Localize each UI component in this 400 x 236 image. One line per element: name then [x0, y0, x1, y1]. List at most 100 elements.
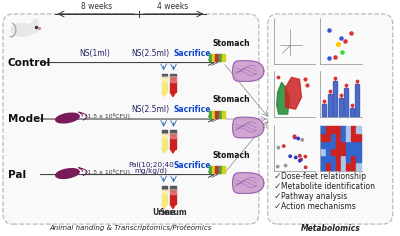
- Bar: [321, 163, 326, 170]
- Bar: [351, 163, 356, 170]
- Bar: [328, 94, 332, 116]
- Bar: [162, 130, 167, 133]
- Bar: [344, 88, 348, 116]
- Text: Stomach: Stomach: [212, 151, 250, 160]
- Polygon shape: [162, 92, 167, 97]
- Bar: [351, 155, 356, 162]
- Bar: [336, 155, 341, 162]
- Bar: [162, 130, 167, 133]
- Point: [36, 26, 42, 30]
- Point: [274, 165, 281, 169]
- Bar: [326, 155, 331, 162]
- Bar: [321, 141, 326, 148]
- Bar: [356, 155, 361, 162]
- Ellipse shape: [33, 19, 38, 24]
- Bar: [326, 126, 331, 133]
- Text: Metabolite identification: Metabolite identification: [281, 182, 375, 191]
- Bar: [162, 133, 167, 149]
- Text: (1.5 x 10⁸CFU): (1.5 x 10⁸CFU): [85, 169, 130, 175]
- Bar: [341, 133, 346, 140]
- Bar: [351, 148, 356, 155]
- Bar: [170, 186, 176, 189]
- Bar: [222, 110, 225, 118]
- Bar: [320, 18, 362, 63]
- Text: Stomach: Stomach: [212, 39, 250, 48]
- Bar: [222, 166, 225, 173]
- Text: ✓: ✓: [274, 192, 281, 201]
- Polygon shape: [170, 204, 176, 209]
- Bar: [170, 189, 176, 194]
- Bar: [320, 125, 362, 171]
- Bar: [346, 163, 351, 170]
- Bar: [346, 126, 351, 133]
- Ellipse shape: [11, 23, 33, 36]
- Point: [287, 154, 293, 158]
- Text: Action mechanisms: Action mechanisms: [281, 202, 355, 211]
- Polygon shape: [233, 61, 264, 81]
- Point: [332, 55, 338, 59]
- Bar: [218, 54, 222, 61]
- Text: Pal: Pal: [8, 169, 26, 180]
- Point: [292, 156, 299, 159]
- Point: [296, 159, 303, 163]
- Ellipse shape: [28, 23, 39, 33]
- Bar: [336, 148, 341, 155]
- Bar: [341, 141, 346, 148]
- Text: Sacrifice: Sacrifice: [174, 105, 211, 114]
- Bar: [336, 126, 341, 133]
- Text: Model: Model: [8, 114, 44, 124]
- Bar: [170, 74, 176, 76]
- Bar: [209, 110, 225, 118]
- Bar: [162, 186, 167, 189]
- Point: [280, 144, 287, 148]
- Text: Sacrifice: Sacrifice: [174, 49, 211, 58]
- FancyBboxPatch shape: [3, 14, 259, 224]
- Bar: [336, 141, 341, 148]
- FancyBboxPatch shape: [268, 14, 393, 224]
- Bar: [162, 189, 167, 194]
- Bar: [346, 155, 351, 162]
- Bar: [331, 148, 336, 155]
- Text: Pathway analysis: Pathway analysis: [281, 192, 347, 201]
- Bar: [162, 76, 167, 82]
- Bar: [209, 54, 225, 61]
- Text: NS(2.5ml): NS(2.5ml): [132, 105, 170, 114]
- Text: NS(2.5ml): NS(2.5ml): [132, 49, 170, 58]
- Bar: [222, 54, 225, 61]
- Polygon shape: [233, 117, 264, 138]
- Text: Sacrifice: Sacrifice: [174, 160, 211, 170]
- Text: Metabolomics: Metabolomics: [300, 223, 360, 232]
- Point: [304, 84, 311, 87]
- Bar: [333, 81, 337, 116]
- Bar: [209, 110, 212, 118]
- Polygon shape: [286, 77, 302, 109]
- Bar: [162, 133, 167, 138]
- Text: Control: Control: [8, 58, 51, 67]
- Polygon shape: [233, 173, 264, 193]
- Point: [290, 134, 297, 138]
- Bar: [215, 110, 218, 118]
- Bar: [346, 148, 351, 155]
- Bar: [209, 166, 225, 173]
- Ellipse shape: [56, 169, 79, 178]
- Bar: [274, 18, 315, 63]
- Point: [298, 158, 304, 161]
- Bar: [162, 74, 167, 76]
- Point: [354, 80, 360, 83]
- Point: [321, 99, 328, 103]
- Text: Serum: Serum: [160, 208, 188, 217]
- Bar: [336, 163, 341, 170]
- Bar: [350, 108, 354, 116]
- Point: [338, 93, 344, 97]
- Bar: [331, 141, 336, 148]
- Bar: [218, 166, 222, 173]
- Point: [343, 84, 349, 87]
- Bar: [351, 133, 356, 140]
- Point: [302, 77, 309, 81]
- Point: [32, 25, 39, 29]
- Bar: [170, 133, 176, 149]
- Bar: [170, 133, 176, 138]
- Point: [326, 56, 332, 60]
- Point: [282, 164, 289, 167]
- Bar: [170, 189, 176, 204]
